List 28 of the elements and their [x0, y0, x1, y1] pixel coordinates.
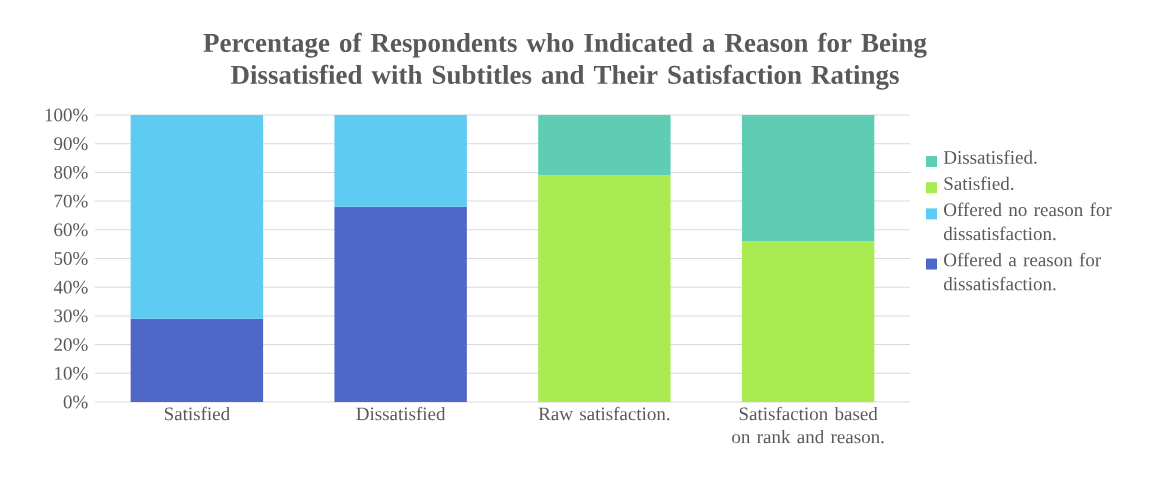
legend-label: Dissatisfied. — [943, 150, 1037, 164]
y-tick-label: 90% — [54, 137, 88, 151]
chart-title: Percentage of Respondents who Indicated a Reason for Being Dissatisfied with Subtitles and Their Satisfaction Ratings — [203, 32, 927, 90]
y-tick-label: 80% — [54, 165, 88, 179]
bar — [538, 175, 671, 402]
bar — [130, 115, 264, 319]
y-tick-label: 10% — [55, 366, 88, 380]
y-tick-label: 0% — [63, 395, 88, 409]
y-tick-label: 70% — [54, 194, 88, 208]
legend-label: Offered no reason for dissatisfaction. — [943, 202, 1112, 241]
x-tick-label: Satisfied — [164, 406, 230, 421]
bar — [334, 115, 467, 207]
bar — [741, 115, 875, 242]
y-tick-label: 100% — [45, 108, 88, 122]
x-tick-label: Raw satisfaction. — [538, 406, 670, 421]
x-tick-label: Satisfaction based on rank and reason. — [732, 406, 884, 444]
y-tick-label: 50% — [54, 252, 88, 265]
legend-label: Satisfied. — [944, 176, 1014, 191]
bar — [538, 115, 671, 176]
bar — [334, 206, 467, 402]
legend-label: Offered a reason for dissatisfaction. — [943, 252, 1102, 291]
x-tick-label: Dissatisfied — [356, 406, 446, 421]
bar — [130, 318, 264, 402]
y-tick-label: 40% — [53, 280, 88, 294]
bar — [741, 241, 875, 402]
y-tick-label: 20% — [54, 338, 88, 352]
y-tick-label: 60% — [54, 223, 88, 237]
y-tick-label: 30% — [54, 309, 88, 323]
